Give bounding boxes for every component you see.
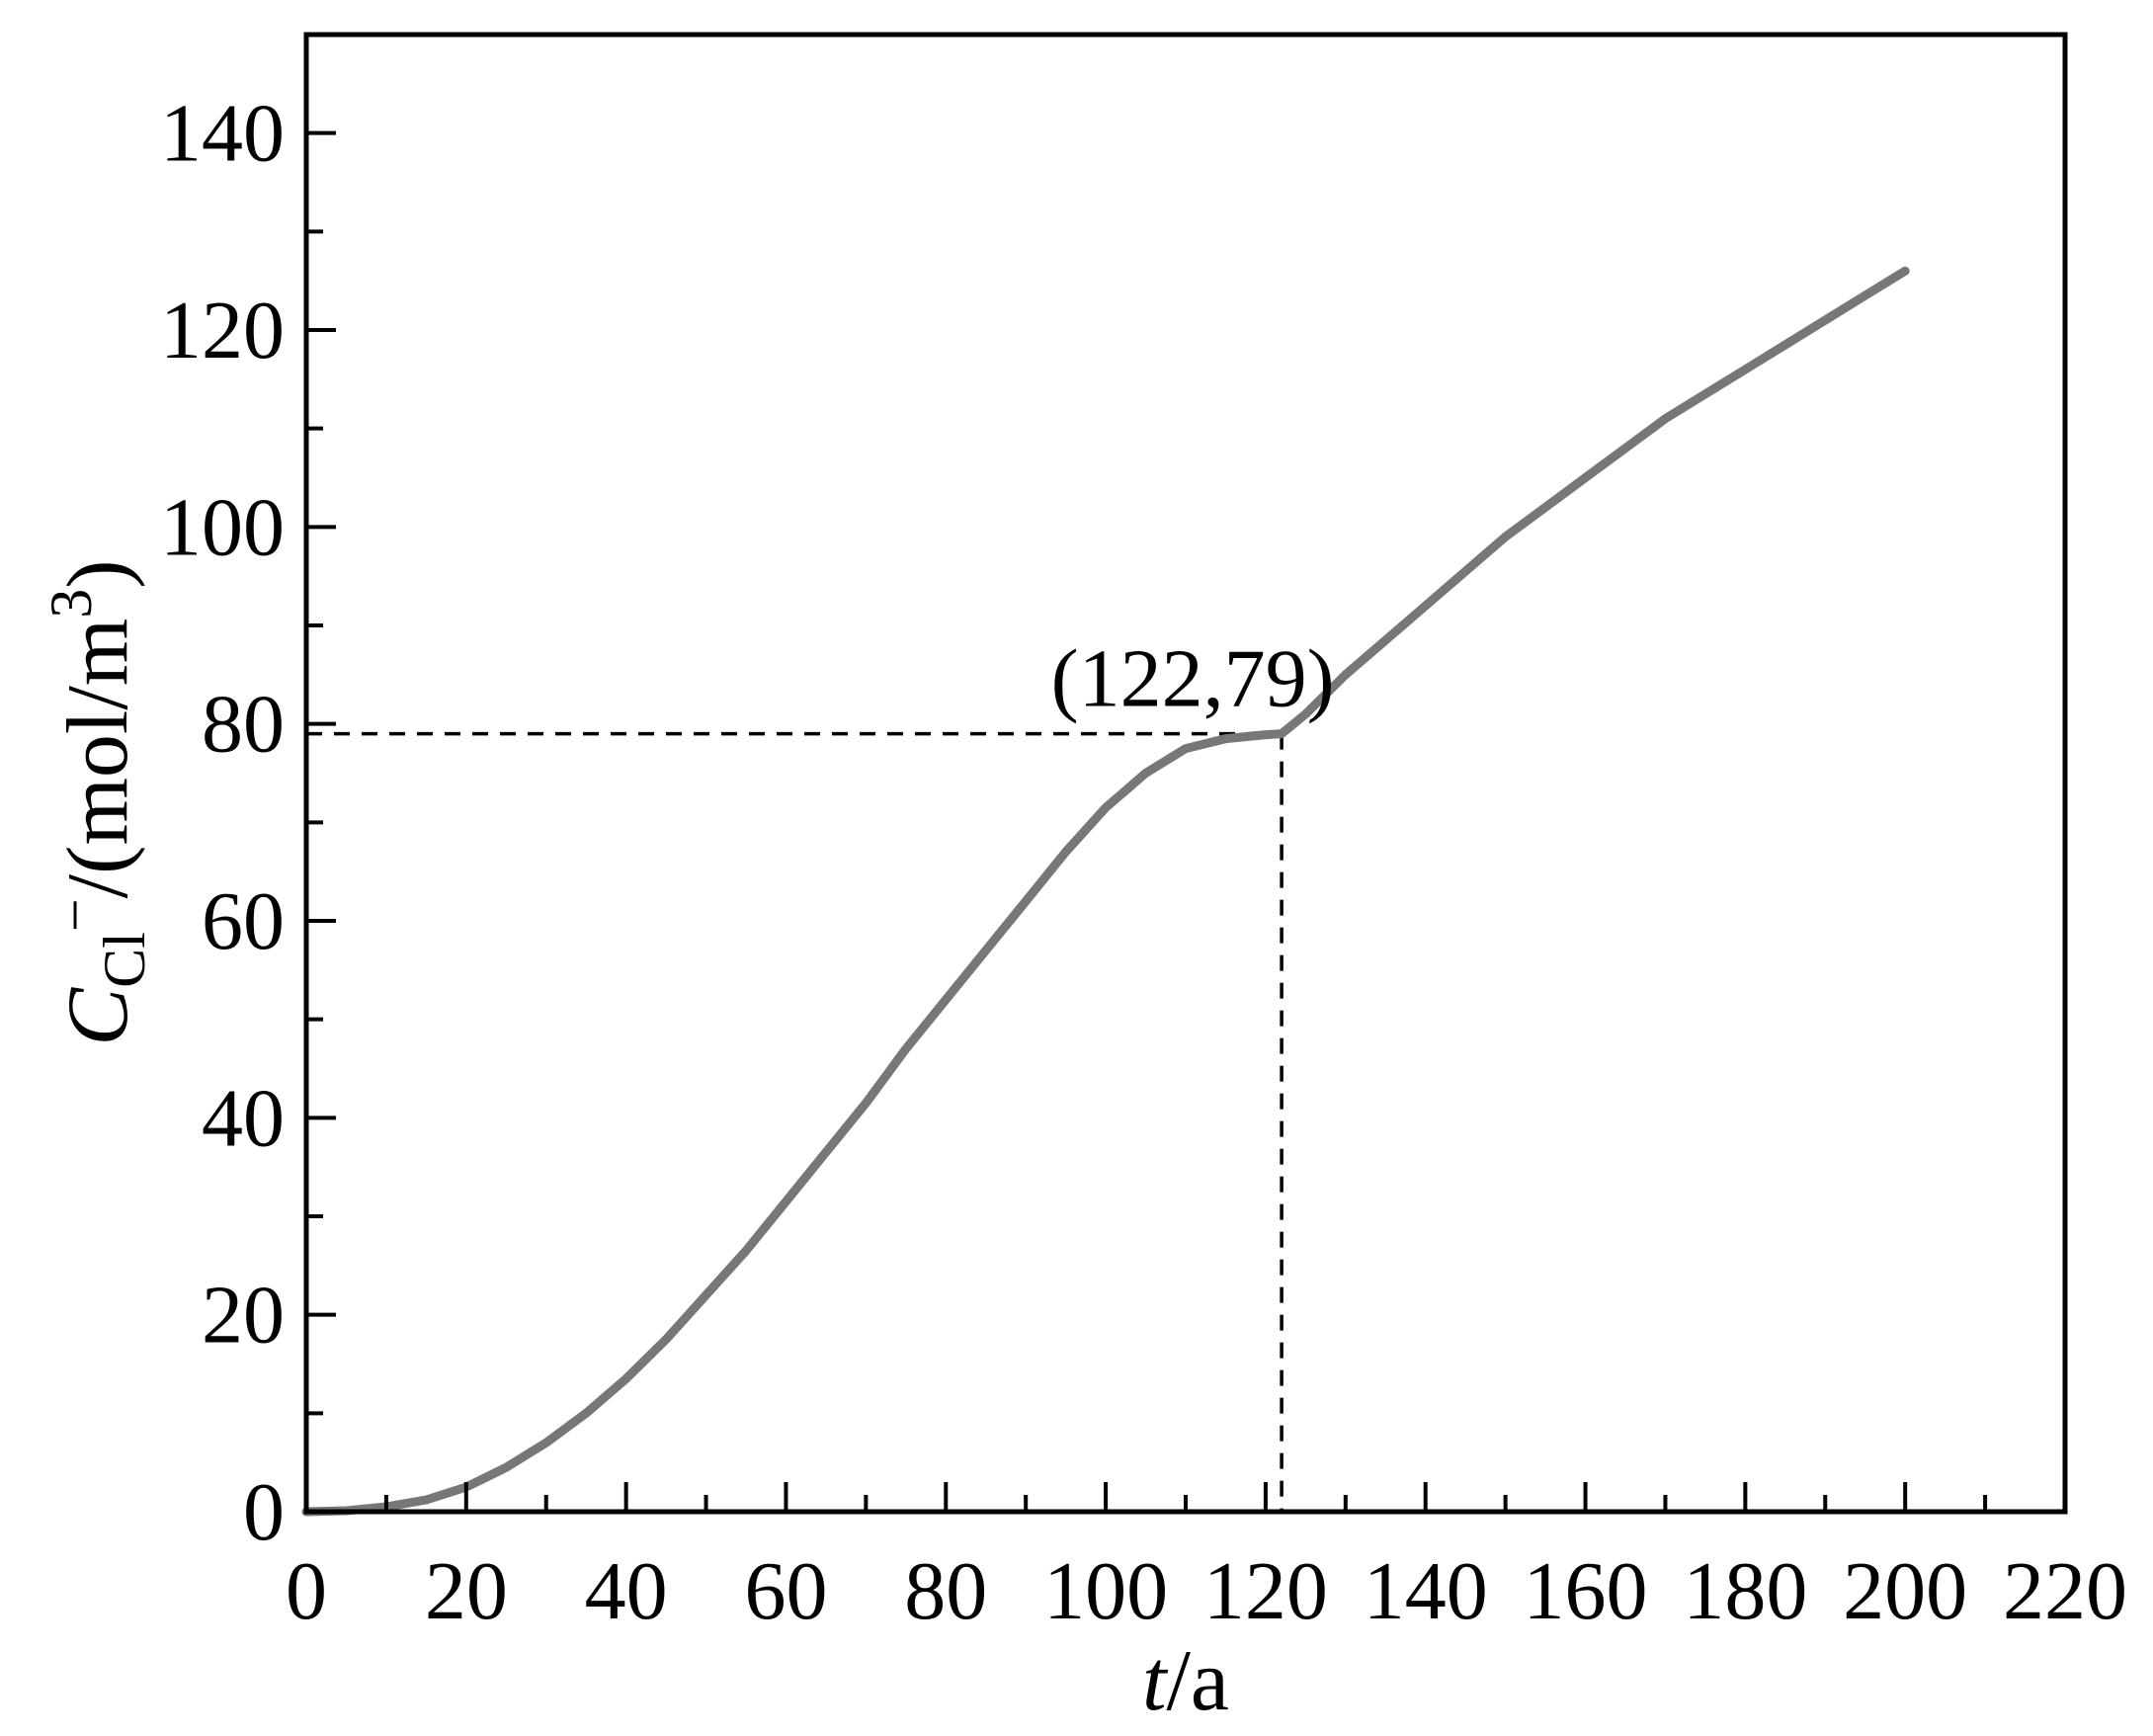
x-axis-tick-labels: 0 20 40 60 80 100 120 140 160 180 200 220 [286,1545,2127,1637]
y-axis-superscript-charge: − [42,898,108,932]
x-tick-label: 80 [904,1545,987,1637]
x-tick-label: 100 [1043,1545,1168,1637]
x-tick-label: 60 [744,1545,827,1637]
y-tick-label: 100 [160,481,285,573]
y-axis-unit-close: ) [50,559,146,588]
series-line [301,266,1910,1517]
annotations: (122,79) [1051,633,1335,725]
x-axis-title: t/a [1142,1633,1229,1729]
y-axis-unit: /(mol/m [50,619,146,899]
y-tick-label: 140 [160,88,285,180]
x-tick-label: 180 [1683,1545,1807,1637]
y-tick-label: 120 [160,285,285,376]
x-axis-variable: t [1142,1633,1169,1729]
x-tick-label: 160 [1524,1545,1648,1637]
x-tick-label: 40 [585,1545,668,1637]
y-axis-title: CCl−/(mol/m3) [39,559,157,1045]
y-tick-label: 20 [202,1270,285,1362]
x-tick-label: 20 [425,1545,508,1637]
y-tick-label: 0 [243,1466,285,1558]
guide-lines [306,731,1284,1512]
x-tick-label: 220 [2003,1545,2127,1637]
y-axis-variable: C [50,987,146,1046]
y-tick-label: 40 [202,1072,285,1164]
x-tick-label: 200 [1843,1545,1967,1637]
plot-frame [303,32,2068,1515]
y-axis-ticks [306,130,336,1514]
x-tick-label: 0 [286,1545,327,1637]
y-tick-label: 60 [202,875,285,967]
x-axis-unit: /a [1166,1633,1229,1729]
data-series [301,266,1910,1517]
annotation-label: (122,79) [1051,633,1335,725]
y-tick-label: 80 [202,679,285,771]
y-axis-unit-exponent: 3 [39,589,104,619]
x-axis-ticks [304,1482,2067,1512]
x-tick-label: 140 [1364,1545,1488,1637]
y-axis-subscript: Cl [92,932,157,988]
x-tick-label: 120 [1203,1545,1328,1637]
y-axis-tick-labels: 0 20 40 60 80 100 120 140 [160,88,285,1558]
